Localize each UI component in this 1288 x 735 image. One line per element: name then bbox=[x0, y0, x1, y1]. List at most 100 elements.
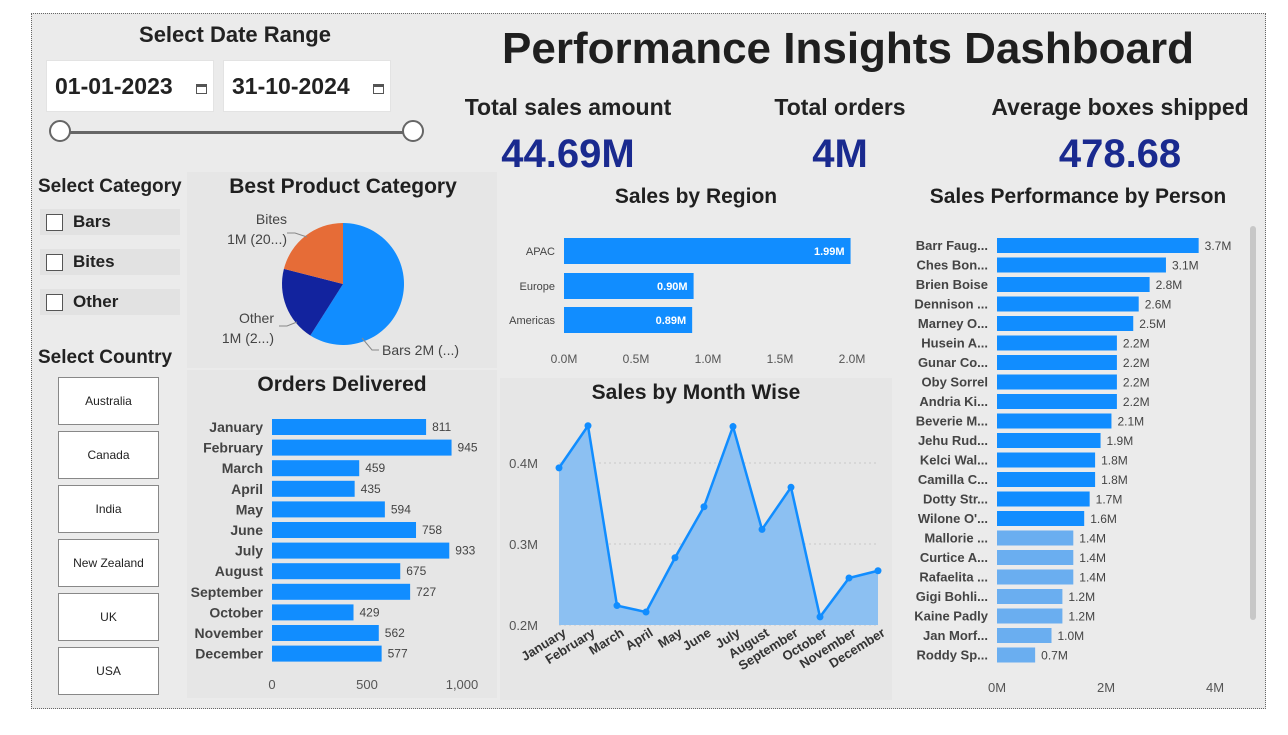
orders-month-label: February bbox=[203, 440, 263, 456]
person-name-label: Kelci Wal... bbox=[920, 453, 988, 468]
person-name-label: Gigi Bohli... bbox=[916, 589, 988, 604]
person-bar bbox=[997, 238, 1199, 253]
category-filter-label: Select Category bbox=[38, 176, 182, 197]
person-bar bbox=[997, 257, 1166, 273]
person-value-label: 3.7M bbox=[1205, 239, 1232, 253]
person-chart-scrollbar[interactable] bbox=[1250, 226, 1256, 620]
country-filter-label: Select Country bbox=[38, 347, 173, 368]
person-value-label: 1.2M bbox=[1068, 610, 1095, 624]
category-option-bites[interactable]: Bites bbox=[40, 249, 180, 275]
orders-month-label: April bbox=[231, 481, 263, 497]
pie-slice-bars bbox=[310, 223, 405, 345]
region-value-label: 0.90M bbox=[657, 281, 688, 293]
orders-bar bbox=[272, 480, 355, 497]
checkbox[interactable] bbox=[46, 293, 63, 311]
date-slider-end-handle[interactable] bbox=[402, 120, 424, 142]
region-x-tick: 1.0M bbox=[695, 352, 722, 366]
kpi-total-sales-label: Total sales amount bbox=[464, 94, 672, 120]
person-name-label: Jan Morf... bbox=[923, 628, 988, 643]
end-date-input[interactable]: 31-10-2024 bbox=[223, 60, 391, 112]
region-chart-title: Sales by Region bbox=[614, 185, 778, 208]
calendar-icon[interactable] bbox=[196, 84, 207, 94]
month-y-tick: 0.2M bbox=[509, 618, 538, 633]
calendar-icon[interactable] bbox=[373, 84, 384, 94]
person-bar bbox=[997, 472, 1096, 487]
month-point bbox=[729, 423, 737, 431]
category-option-other[interactable]: Other bbox=[40, 289, 180, 315]
person-bar bbox=[997, 277, 1150, 292]
orders-value-label: 577 bbox=[388, 647, 408, 661]
start-date-value: 01-01-2023 bbox=[55, 72, 173, 99]
person-name-label: Gunar Co... bbox=[918, 355, 988, 370]
region-category-label: Europe bbox=[520, 281, 555, 293]
person-name-label: Wilone O'... bbox=[918, 511, 988, 526]
person-bar bbox=[997, 628, 1052, 643]
person-name-label: Oby Sorrel bbox=[922, 375, 988, 390]
orders-bar bbox=[272, 563, 401, 580]
orders-month-label: October bbox=[209, 604, 263, 620]
pie-data-label: Bars 2M (...) bbox=[382, 342, 459, 358]
person-name-label: Jehu Rud... bbox=[918, 433, 988, 448]
person-bar bbox=[997, 647, 1036, 663]
person-name-label: Camilla C... bbox=[918, 472, 988, 487]
person-bar bbox=[997, 413, 1112, 429]
orders-month-label: June bbox=[230, 522, 263, 538]
orders-month-label: November bbox=[195, 625, 264, 641]
person-name-label: Dotty Str... bbox=[923, 492, 988, 507]
person-name-label: Rafaelita ... bbox=[919, 570, 988, 585]
kpi-avg-boxes-value: 478.68 bbox=[1058, 132, 1182, 176]
month-point bbox=[613, 602, 621, 610]
person-value-label: 1.2M bbox=[1068, 590, 1095, 604]
country-button-india[interactable]: India bbox=[58, 485, 159, 533]
person-value-label: 2.2M bbox=[1123, 337, 1150, 351]
orders-value-label: 459 bbox=[365, 461, 385, 475]
region-x-tick: 1.5M bbox=[767, 352, 794, 366]
person-name-label: Marney O... bbox=[918, 316, 988, 331]
person-value-label: 2.1M bbox=[1117, 415, 1144, 429]
person-bar bbox=[997, 491, 1090, 507]
country-button-uk[interactable]: UK bbox=[58, 593, 159, 641]
category-option-bars[interactable]: Bars bbox=[40, 209, 180, 235]
date-slider-track[interactable] bbox=[60, 131, 412, 134]
orders-month-label: May bbox=[236, 501, 263, 517]
country-button-new-zealand[interactable]: New Zealand bbox=[58, 539, 159, 587]
person-x-tick: 2M bbox=[1097, 680, 1115, 695]
month-point bbox=[584, 422, 592, 430]
orders-value-label: 594 bbox=[391, 502, 411, 516]
orders-value-label: 811 bbox=[432, 420, 451, 434]
pie-data-label: 1M (20...) bbox=[227, 231, 287, 247]
checkbox[interactable] bbox=[46, 253, 63, 271]
person-bar bbox=[997, 530, 1074, 546]
person-bar bbox=[997, 569, 1074, 585]
country-button-australia[interactable]: Australia bbox=[58, 377, 159, 425]
person-name-label: Andria Ki... bbox=[919, 394, 988, 409]
orders-bar bbox=[272, 542, 450, 559]
pie-chart: Bars 2M (...) Other 1M (2...) Bites 1M (20..… bbox=[222, 211, 459, 358]
person-bar bbox=[997, 296, 1139, 312]
orders-value-label: 933 bbox=[455, 544, 475, 558]
person-x-tick: 0M bbox=[988, 680, 1006, 695]
pie-leader-line bbox=[279, 321, 298, 327]
orders-x-tick: 500 bbox=[356, 677, 378, 692]
region-bar bbox=[564, 307, 693, 333]
date-slider-start-handle[interactable] bbox=[49, 120, 71, 142]
country-button-canada[interactable]: Canada bbox=[58, 431, 159, 479]
person-bar bbox=[997, 608, 1063, 624]
pie-data-label: Bites bbox=[256, 211, 287, 227]
orders-bar bbox=[272, 460, 360, 477]
checkbox[interactable] bbox=[46, 213, 63, 231]
month-area bbox=[559, 425, 878, 625]
person-value-label: 3.1M bbox=[1172, 259, 1199, 273]
month-point bbox=[758, 525, 766, 533]
person-value-label: 1.4M bbox=[1079, 551, 1106, 565]
country-button-usa[interactable]: USA bbox=[58, 647, 159, 695]
region-x-tick: 2.0M bbox=[839, 352, 866, 366]
region-bar bbox=[564, 238, 851, 264]
start-date-input[interactable]: 01-01-2023 bbox=[46, 60, 214, 112]
page-title: Performance Insights Dashboard bbox=[502, 24, 1194, 73]
orders-value-label: 945 bbox=[458, 441, 478, 455]
month-x-tick: May bbox=[655, 624, 685, 651]
person-value-label: 2.2M bbox=[1123, 395, 1150, 409]
orders-x-tick: 1,000 bbox=[446, 677, 479, 692]
date-range-label: Select Date Range bbox=[139, 22, 331, 47]
